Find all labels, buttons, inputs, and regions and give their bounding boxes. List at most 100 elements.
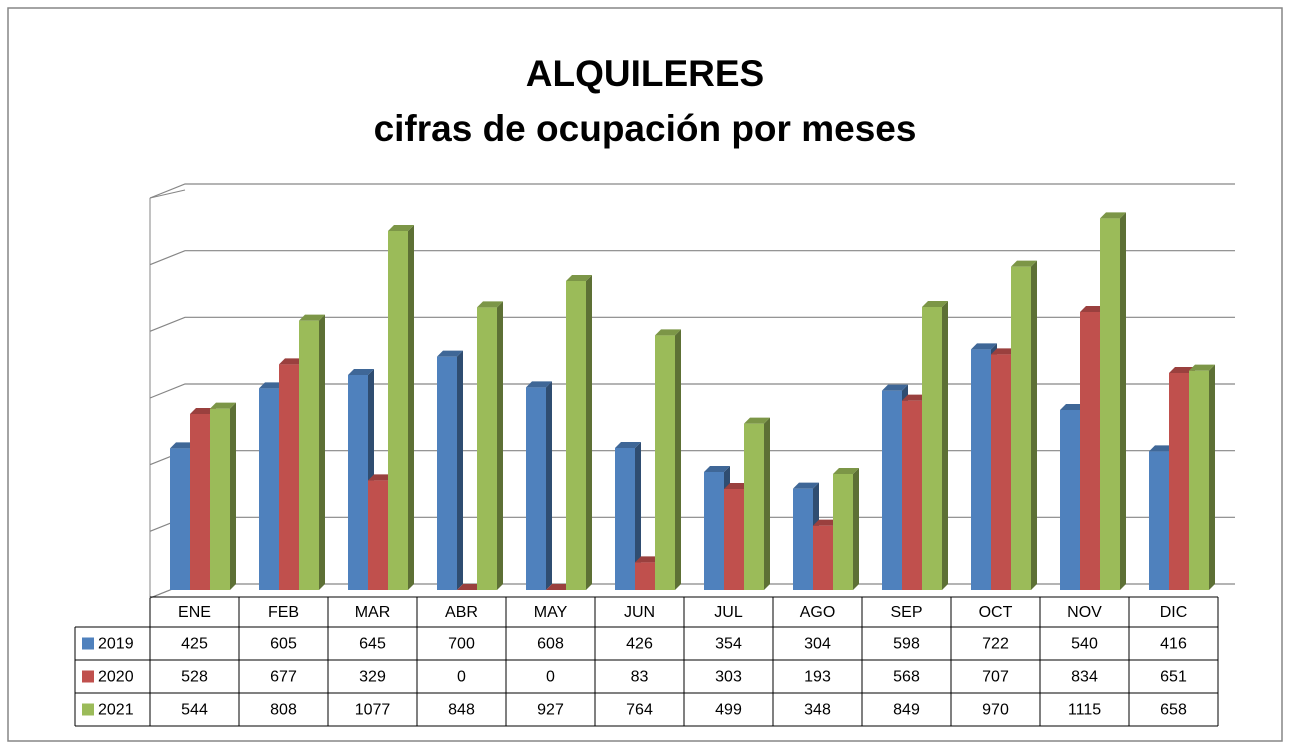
bar-front [526,387,546,590]
bar [388,225,414,590]
bar-top [299,314,325,321]
table-value: 568 [893,669,920,686]
bar-top [526,381,552,388]
bar-side [546,381,552,590]
bar [833,468,859,590]
bar-top [477,301,503,308]
table-value: 700 [448,636,475,653]
bar-front [655,335,675,590]
table-value: 808 [270,702,297,719]
bar [655,329,681,590]
bar-side [319,314,325,590]
bar-front [615,448,635,590]
bar-front [704,472,724,590]
bar-front [279,364,299,590]
bar [526,381,552,590]
table-value: 722 [982,636,1009,653]
x-tick-label: JUN [624,604,655,621]
bar-front [210,408,230,590]
table-value: 425 [181,636,208,653]
x-tick-label: DIC [1160,604,1188,621]
table-value: 764 [626,702,653,719]
bar-top [635,556,661,563]
x-tick-label: ENE [178,604,211,621]
x-tick-label: JUL [714,604,743,621]
table-value: 707 [982,669,1009,686]
bar-top [615,442,641,448]
bar-front [882,390,902,590]
table-value: 348 [804,702,831,719]
table-value: 540 [1071,636,1098,653]
grid-line [149,183,1235,199]
bar [744,417,770,590]
chart-title: ALQUILERES [526,53,764,94]
bar-front [1100,218,1120,591]
table-value: 849 [893,702,920,719]
table-value: 834 [1071,669,1098,686]
bar-top [1100,212,1126,219]
legend-label: 2020 [98,669,134,686]
bar [1100,212,1126,591]
grid-line [149,250,1235,266]
bar-top [546,584,572,590]
bar [437,350,463,590]
table-value: 0 [457,669,466,686]
side-wall-top [149,189,186,199]
bar-front [259,388,279,590]
bar-side [586,275,592,590]
bar-side [675,329,681,590]
bar-front [724,489,744,590]
bar-front [1169,373,1189,590]
bar [1189,364,1215,590]
x-tick-label: MAY [534,604,568,621]
bar-top [259,382,285,389]
table-value: 528 [181,669,208,686]
bar-front [902,400,922,590]
table-value: 970 [982,702,1009,719]
bar-top [704,466,730,472]
bar-side [1120,212,1126,591]
grid-line [149,316,1235,332]
bar-top [991,348,1017,355]
bar-front [190,414,210,590]
bar [546,584,572,590]
table-value: 544 [181,702,208,719]
bar-top [437,350,463,357]
bar-side [764,417,770,590]
bar-top [922,301,948,307]
bar [615,442,641,590]
table-value: 329 [359,669,386,686]
x-tick-label: FEB [268,604,299,621]
table-value: 354 [715,636,742,653]
bar-side [635,442,641,590]
bar-top [1011,260,1037,267]
bar-front [299,320,319,590]
table-value: 426 [626,636,653,653]
bar-front [437,356,457,590]
bar-front [635,562,655,590]
bar-front [477,307,497,590]
table-value: 608 [537,636,564,653]
bar-top [566,275,592,281]
bar-front [793,488,813,590]
bar-top [457,584,483,590]
bar-top [1149,445,1175,452]
legend-label: 2019 [98,636,134,653]
bar-front [348,375,368,590]
bar-front [922,307,942,590]
bar-side [457,350,463,590]
table-value: 304 [804,636,831,653]
grid-line [149,383,1235,399]
bar [210,402,236,590]
table-value: 677 [270,669,297,686]
table-value: 651 [1160,669,1187,686]
legend-label: 2021 [98,702,134,719]
table-value: 1115 [1068,702,1101,719]
bar [299,314,325,590]
bar-front [813,525,833,590]
bar-top [170,442,196,449]
x-tick-label: OCT [979,604,1013,621]
bar-top [1189,364,1215,371]
bar-top [190,408,216,414]
bar-side [1031,260,1037,590]
